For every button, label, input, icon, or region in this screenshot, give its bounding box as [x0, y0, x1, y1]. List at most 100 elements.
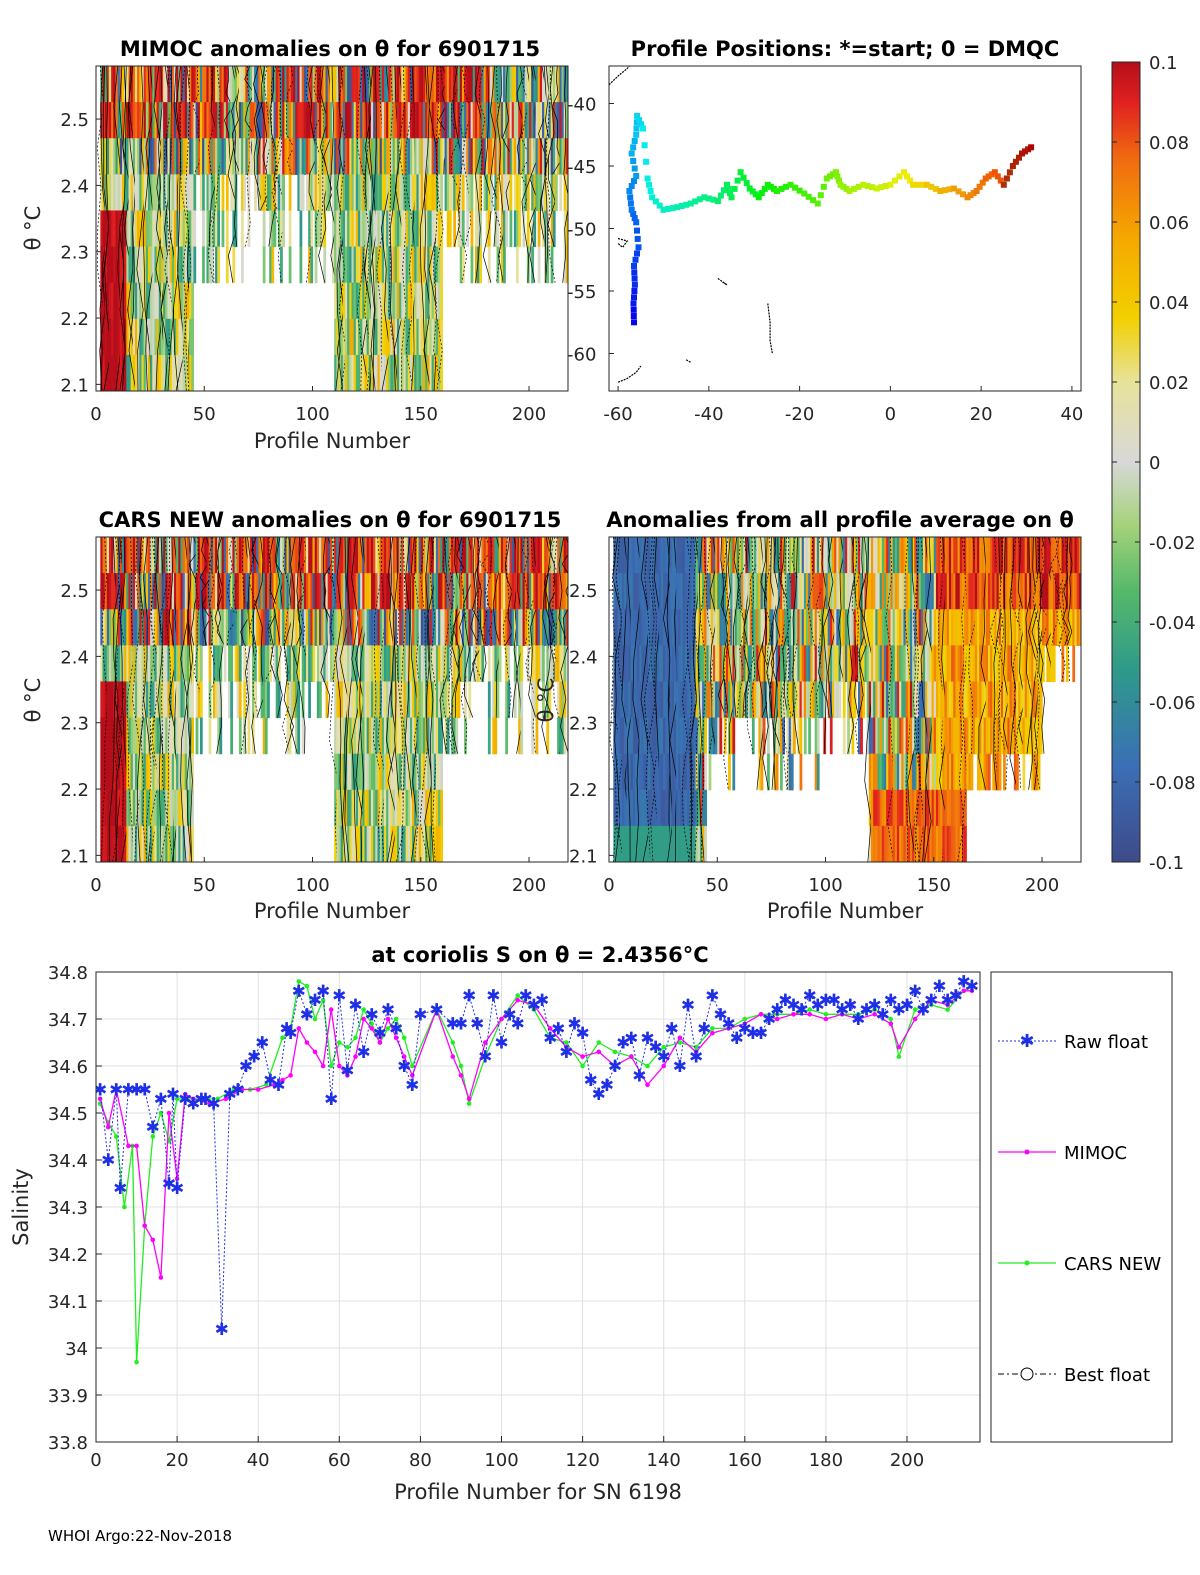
heatmap-cell — [134, 825, 138, 862]
heatmap-cell — [360, 66, 363, 103]
profile-position — [631, 215, 638, 222]
heatmap-cell — [634, 609, 638, 646]
heatmap-cell — [914, 717, 918, 755]
heatmap-cell — [134, 210, 138, 248]
profile-position — [633, 125, 640, 132]
heatmap-cell — [368, 753, 372, 791]
series-point-raw-float: ✱ — [154, 1090, 168, 1110]
heatmap-cell — [788, 645, 792, 683]
contour-line — [648, 537, 657, 862]
heatmap-cell — [479, 102, 482, 139]
heatmap-cell — [199, 717, 203, 755]
heatmap-cell — [377, 573, 381, 610]
heatmap-cell — [370, 174, 374, 212]
heatmap-cell — [496, 681, 500, 719]
heatmap-cell — [808, 681, 811, 719]
heatmap-cell — [686, 717, 690, 755]
heatmap-cell — [734, 609, 738, 646]
heatmap-cell — [340, 138, 344, 175]
heatmap-cell — [420, 753, 424, 791]
heatmap-cell — [920, 753, 924, 791]
heatmap-cell — [901, 645, 905, 683]
heatmap-cell — [115, 753, 119, 791]
heatmap-cell — [1074, 537, 1078, 574]
heatmap-cell — [360, 354, 363, 391]
profile-position — [628, 183, 635, 189]
heatmap-cell — [308, 681, 311, 719]
heatmap-cell — [316, 210, 320, 248]
heatmap-cell — [357, 102, 361, 139]
heatmap-cell — [879, 825, 883, 862]
contour-line — [118, 537, 128, 862]
heatmap-cell — [485, 138, 489, 175]
heatmap-cell — [1044, 609, 1047, 646]
heatmap-cell — [247, 102, 251, 139]
heatmap-cell — [241, 246, 244, 284]
series-point-cars-new — [410, 1063, 415, 1069]
heatmap-cell — [929, 609, 933, 646]
heatmap-cell — [658, 681, 662, 719]
heatmap-cell — [678, 573, 682, 610]
heatmap-cell — [429, 174, 433, 212]
heatmap-cell — [663, 537, 666, 574]
heatmap-cell — [877, 537, 881, 574]
heatmap-cell — [680, 681, 684, 719]
heatmap-cell — [286, 645, 290, 683]
heatmap-cell — [786, 537, 790, 574]
series-point-cars-new — [122, 1204, 127, 1210]
salinity-series: ✱✱✱✱✱✱✱✱✱✱✱✱✱✱✱✱✱✱✱✱✱✱✱✱✱✱✱✱✱✱✱✱✱✱✱✱✱✱✱✱… — [96, 972, 979, 1365]
heatmap-cell — [927, 645, 931, 683]
heatmap-cell — [104, 318, 108, 356]
heatmap-cell — [634, 573, 638, 610]
heatmap-cell — [907, 609, 911, 646]
contour-line — [474, 537, 485, 682]
heatmap-cell — [948, 537, 952, 574]
heatmap-cell — [483, 573, 487, 610]
heatmap-cell — [654, 717, 658, 755]
heatmap-cell — [182, 282, 186, 320]
heatmap-cell — [890, 645, 894, 683]
heatmap-cell — [106, 246, 110, 284]
heatmap-cell — [544, 537, 547, 574]
heatmap-cell — [1016, 681, 1019, 719]
heatmap-cell — [686, 825, 690, 862]
heatmap-cell — [139, 354, 143, 391]
heatmap-cell — [336, 138, 340, 175]
heatmap-cell — [314, 537, 318, 574]
heatmap-cell — [173, 210, 177, 248]
heatmap-cell — [555, 138, 558, 175]
heatmap-cell — [481, 537, 485, 574]
heatmap-cell — [883, 537, 887, 574]
heatmap-cell — [377, 789, 381, 827]
heatmap-cell — [407, 210, 411, 248]
heatmap-cell — [814, 573, 818, 610]
heatmap-cell — [405, 66, 409, 103]
heatmap-cell — [849, 537, 853, 574]
heatmap-cell — [381, 753, 385, 791]
heatmap-cell — [212, 174, 216, 212]
contour-line — [1062, 537, 1070, 646]
heatmap-cell — [319, 66, 322, 103]
profile-position — [817, 192, 824, 199]
heatmap-cell — [275, 174, 279, 212]
heatmap-cell — [427, 246, 431, 284]
heatmap-cell — [987, 573, 991, 610]
heatmap-cell — [111, 102, 114, 139]
heatmap-cell — [968, 645, 972, 683]
heatmap-cell — [477, 102, 480, 139]
heatmap-cell — [907, 537, 911, 574]
heatmap-cell — [254, 66, 257, 103]
heatmap-cell — [1022, 537, 1026, 574]
heatmap-cell — [780, 537, 783, 574]
heatmap-cell — [368, 318, 372, 356]
heatmap-cell — [1059, 537, 1063, 574]
heatmap-cell — [193, 174, 197, 212]
heatmap-cell — [912, 609, 915, 646]
heatmap-cell — [621, 825, 625, 862]
heatmap-cell — [178, 66, 182, 103]
heatmap-cell — [708, 681, 712, 719]
heatmap-cell — [684, 681, 688, 719]
heatmap-cell — [238, 102, 242, 139]
heatmap-cell — [704, 537, 708, 574]
heatmap-cell — [953, 609, 957, 646]
